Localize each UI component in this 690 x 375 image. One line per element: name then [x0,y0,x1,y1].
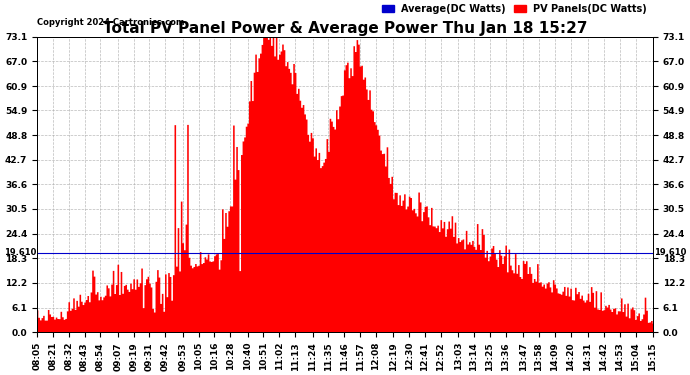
Text: 19.610: 19.610 [4,249,37,258]
Legend: Average(DC Watts), PV Panels(DC Watts): Average(DC Watts), PV Panels(DC Watts) [381,3,648,15]
Title: Total PV Panel Power & Average Power Thu Jan 18 15:27: Total PV Panel Power & Average Power Thu… [103,21,587,36]
Text: Copyright 2024 Cartronics.com: Copyright 2024 Cartronics.com [37,18,185,27]
Text: 19.610: 19.610 [653,249,686,258]
